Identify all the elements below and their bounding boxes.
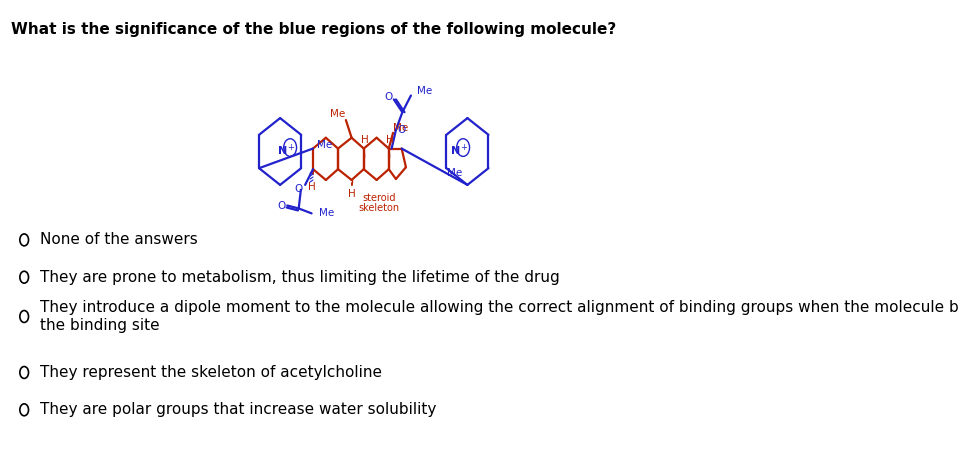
Text: Me: Me [393,123,408,133]
Text: H: H [308,182,316,192]
Text: They are prone to metabolism, thus limiting the lifetime of the drug: They are prone to metabolism, thus limit… [40,270,560,285]
Text: They are polar groups that increase water solubility: They are polar groups that increase wate… [40,402,436,417]
Text: Me: Me [417,85,432,96]
Text: skeleton: skeleton [358,204,399,213]
Text: N: N [278,147,288,156]
Text: Me: Me [319,208,334,219]
Text: None of the answers: None of the answers [40,233,198,248]
Text: They represent the skeleton of acetylcholine: They represent the skeleton of acetylcho… [40,365,382,380]
Text: Me: Me [329,109,345,119]
Text: H: H [386,134,395,145]
Text: O: O [397,125,406,135]
Text: N: N [451,147,461,156]
Text: What is the significance of the blue regions of the following molecule?: What is the significance of the blue reg… [12,22,616,37]
Text: O: O [384,92,393,102]
Text: O: O [295,184,302,194]
Text: +: + [287,143,294,152]
Text: They introduce a dipole moment to the molecule allowing the correct alignment of: They introduce a dipole moment to the mo… [40,300,960,333]
Text: +: + [460,143,467,152]
Text: H: H [348,189,355,199]
Text: H: H [361,134,369,145]
Text: Me: Me [318,140,332,149]
Text: steroid: steroid [362,193,396,203]
Text: Me: Me [447,168,463,178]
Text: O: O [277,200,286,211]
